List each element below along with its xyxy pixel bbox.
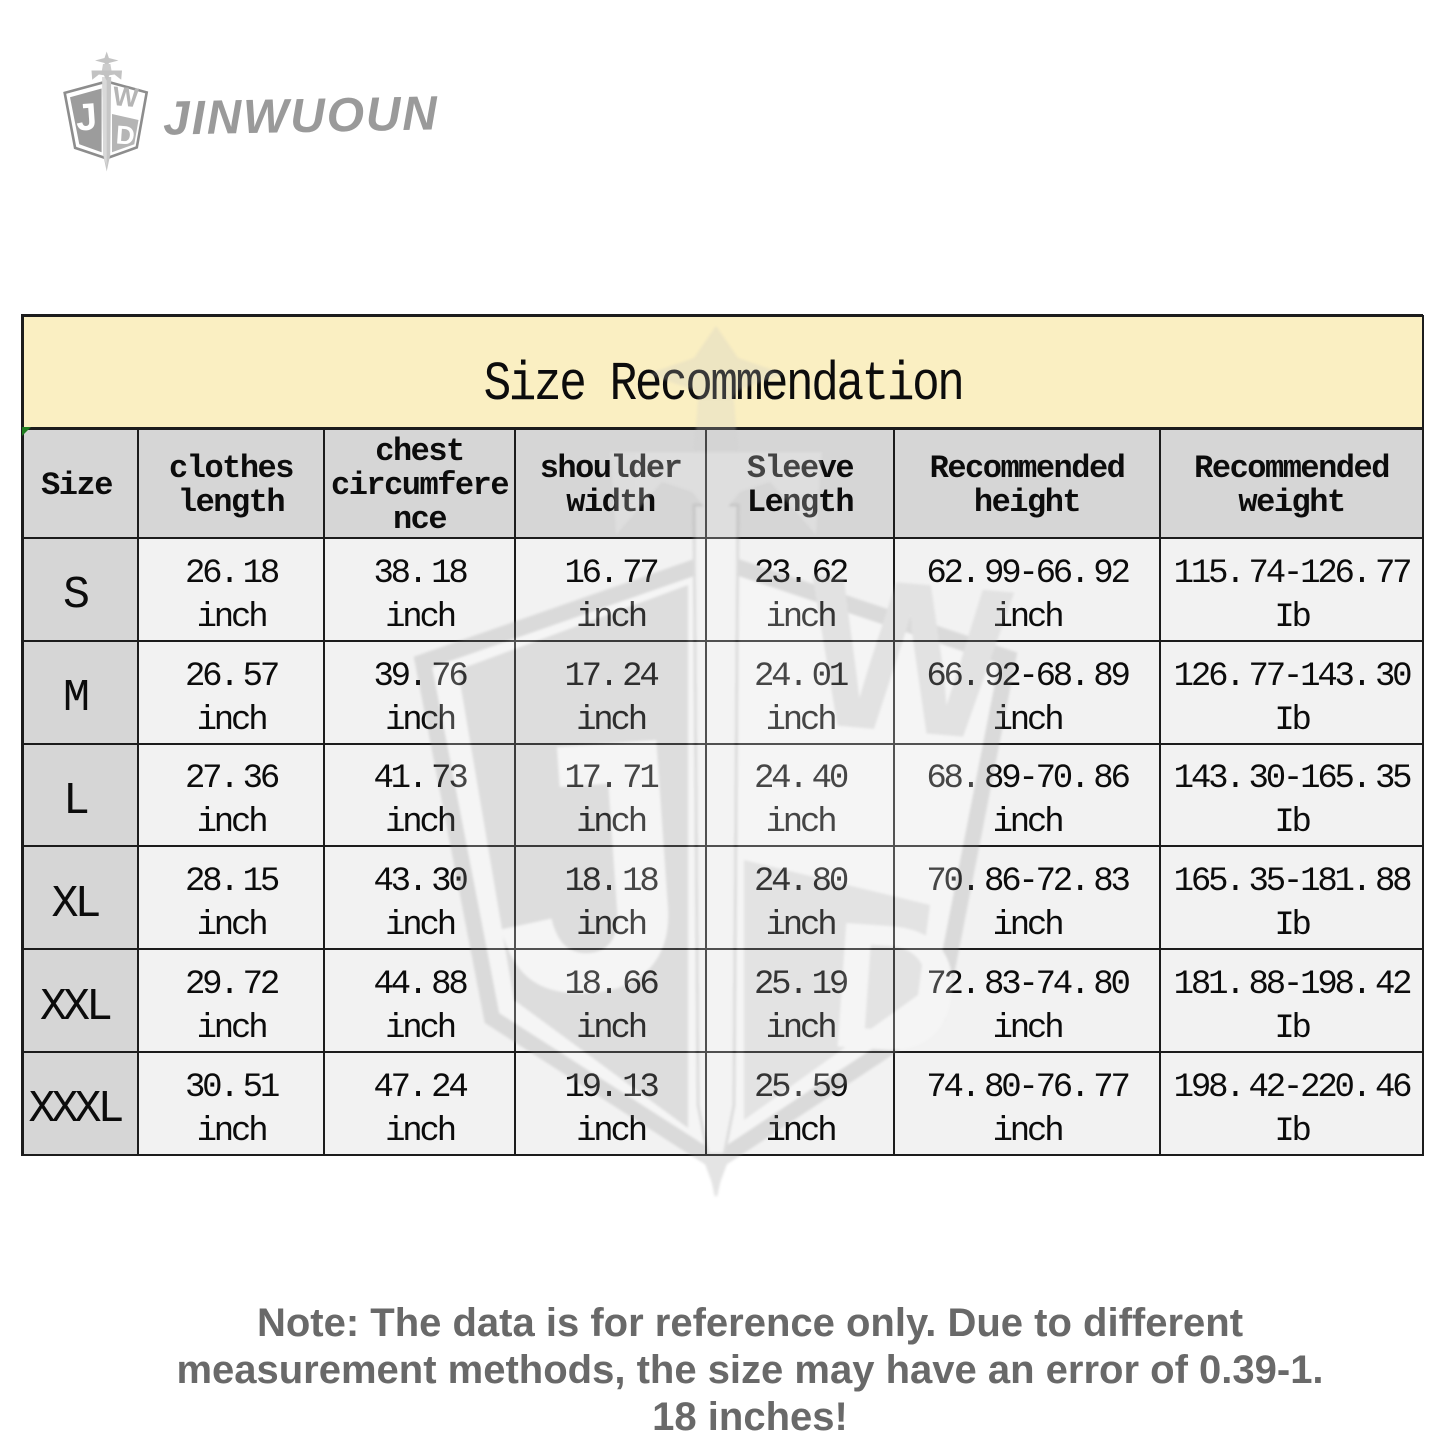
svg-text:W: W bbox=[112, 81, 141, 113]
svg-text:D: D bbox=[823, 884, 967, 1094]
svg-text:W: W bbox=[795, 528, 1018, 786]
svg-text:J: J bbox=[74, 96, 98, 139]
svg-text:J: J bbox=[478, 663, 703, 1072]
svg-text:D: D bbox=[115, 119, 136, 150]
